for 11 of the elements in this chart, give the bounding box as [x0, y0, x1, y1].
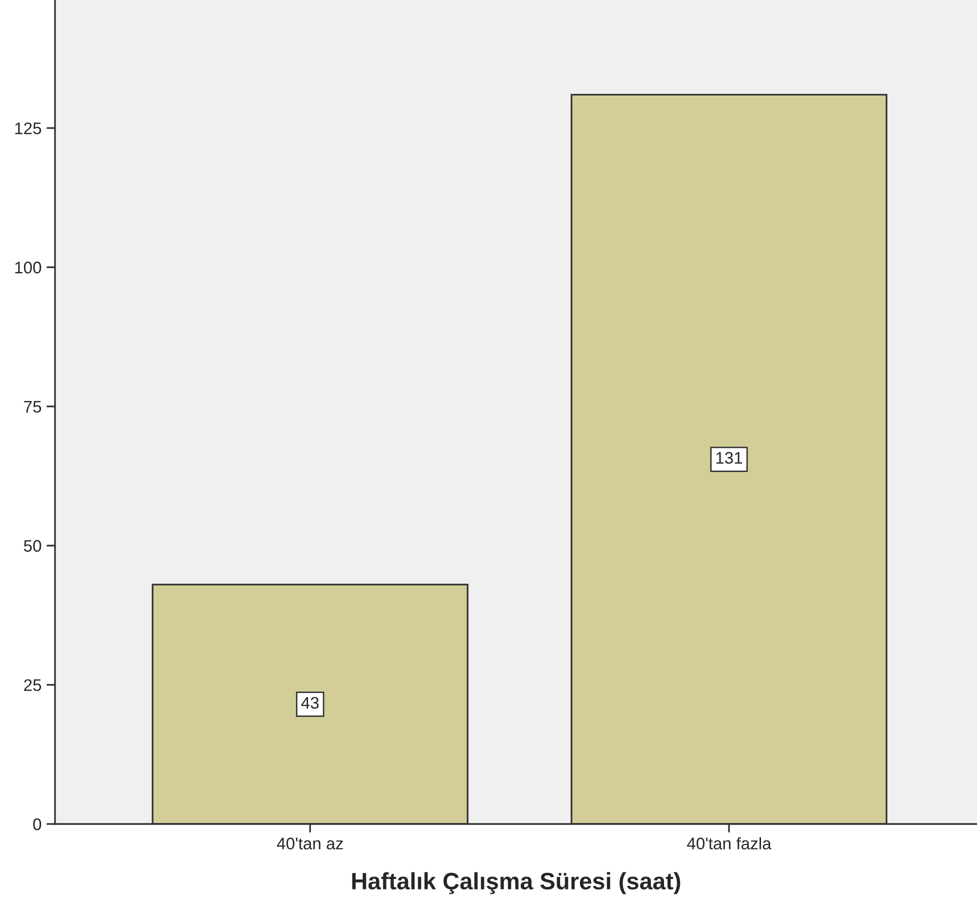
x-axis-title: Haftalık Çalışma Süresi (saat) — [352, 872, 680, 894]
y-tick-label: 0 — [33, 818, 42, 830]
y-tick-label: 100 — [15, 262, 42, 274]
x-tick-label: 40'tan az — [276, 838, 343, 850]
y-tick-label: 50 — [24, 540, 42, 552]
data-label: 43 — [301, 696, 319, 709]
y-tick-label: 125 — [15, 122, 42, 134]
y-tick-label: 25 — [24, 679, 42, 692]
data-label: 131 — [716, 452, 742, 464]
x-tick-label: 40'tan fazla — [687, 837, 772, 850]
y-tick-label: 75 — [24, 401, 42, 413]
